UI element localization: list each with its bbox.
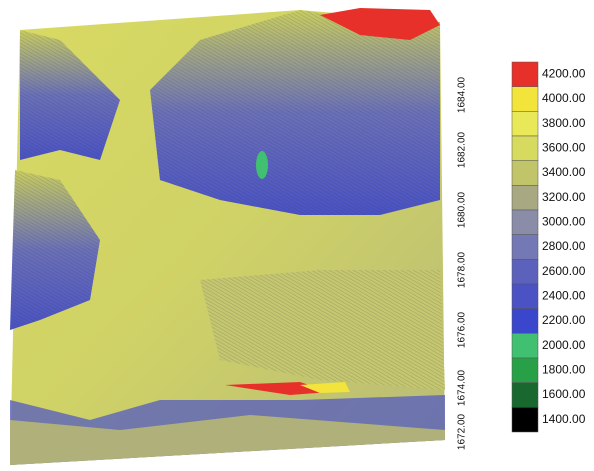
terrain-view: 1684.00 1682.00 1680.00 1678.00 1676.00 1674.…	[0, 0, 594, 471]
axis-tick-label: 1672.00	[457, 413, 468, 450]
legend-swatch	[512, 136, 538, 161]
legend-label: 1600.00	[542, 387, 586, 401]
legend-swatch	[512, 210, 538, 235]
legend-label: 2000.00	[542, 338, 586, 352]
legend-label: 1400.00	[542, 412, 586, 426]
legend-label: 2200.00	[542, 313, 586, 327]
legend-swatch	[512, 87, 538, 112]
axis-tick-label: 1682.00	[457, 131, 468, 168]
legend-swatch	[512, 358, 538, 383]
axis-tick-label: 1678.00	[457, 251, 468, 288]
axis-tick-label: 1684.00	[457, 76, 468, 113]
axis-tick-label: 1680.00	[457, 191, 468, 228]
legend-label: 3600.00	[542, 141, 586, 155]
axis-tick-label: 1674.00	[457, 369, 468, 406]
legend-label: 2600.00	[542, 264, 586, 278]
axis: 1684.00 1682.00 1680.00 1678.00 1676.00 1674.…	[457, 76, 468, 450]
legend-label: 3200.00	[542, 190, 586, 204]
legend-label: 3400.00	[542, 165, 586, 179]
legend-swatch	[512, 161, 538, 186]
legend-label: 3800.00	[542, 116, 586, 130]
legend-label: 4000.00	[542, 91, 586, 105]
axis-tick-label: 1676.00	[457, 311, 468, 348]
legend-swatch	[512, 333, 538, 358]
legend-swatch	[512, 284, 538, 309]
legend-label: 3000.00	[542, 215, 586, 229]
legend-label: 4200.00	[542, 67, 586, 81]
legend-swatch	[512, 259, 538, 284]
legend-label: 1800.00	[542, 363, 586, 377]
legend-swatch	[512, 235, 538, 260]
legend-swatch	[512, 309, 538, 334]
screenshot: 1684.00 1682.00 1680.00 1678.00 1676.00 1674.…	[0, 0, 594, 471]
legend-swatch	[512, 407, 538, 432]
legend-swatch	[512, 111, 538, 136]
legend-swatch	[512, 185, 538, 210]
legend-label: 2800.00	[542, 239, 586, 253]
legend-label: 2400.00	[542, 289, 586, 303]
terrain	[10, 8, 445, 465]
legend-swatch	[512, 62, 538, 87]
legend: 4200.00 4000.00 3800.00 3600.00 3400.00 3200.…	[512, 62, 586, 432]
legend-swatch	[512, 383, 538, 408]
